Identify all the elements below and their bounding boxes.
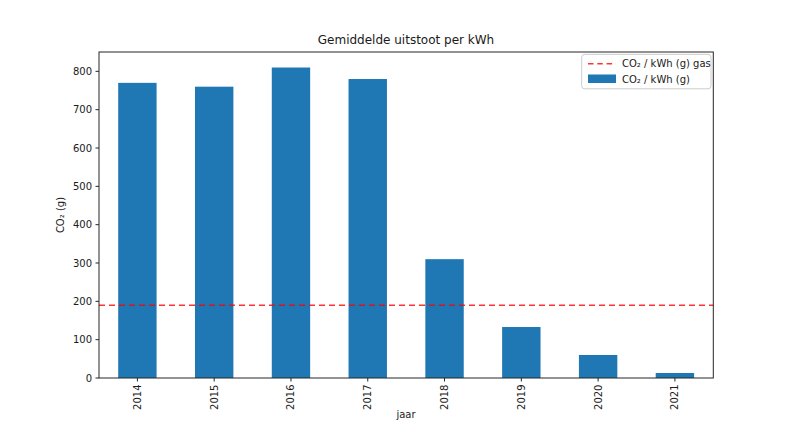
y-tick-label-700: 700 [73, 104, 92, 115]
y-tick-label-300: 300 [73, 258, 92, 269]
bar-2015 [195, 87, 233, 378]
figure: 0 100 200 300 400 500 600 700 800 2014 2015 2016 201… [0, 0, 792, 432]
x-tick-label-2014: 2014 [132, 385, 143, 410]
x-tick-label-2017: 2017 [362, 385, 373, 410]
x-tick-label-2016: 2016 [285, 385, 296, 410]
legend-label-gas: CO₂ / kWh (g) gas [622, 58, 711, 69]
legend-patch-sample [588, 75, 616, 84]
bar-2020 [579, 355, 617, 378]
y-tick-label-400: 400 [73, 219, 92, 230]
y-axis-label: CO₂ (g) [55, 197, 66, 233]
bar-2018 [425, 259, 463, 378]
legend: CO₂ / kWh (g) gas CO₂ / kWh (g) [582, 54, 711, 89]
chart-title: Gemiddelde uitstoot per kWh [318, 33, 494, 47]
legend-label-co2: CO₂ / kWh (g) [622, 74, 690, 85]
y-tick-label-500: 500 [73, 181, 92, 192]
x-tick-label-2020: 2020 [593, 385, 604, 410]
y-tick-label-800: 800 [73, 66, 92, 77]
bar-2016 [272, 68, 310, 378]
x-tick-label-2018: 2018 [439, 385, 450, 410]
x-tick-label-2015: 2015 [209, 385, 220, 410]
bar-2021 [656, 373, 694, 378]
bar-2017 [349, 79, 387, 378]
x-tick-label-2021: 2021 [669, 385, 680, 410]
bar-chart: 0 100 200 300 400 500 600 700 800 2014 2015 2016 201… [0, 0, 792, 432]
bar-2014 [118, 83, 156, 378]
bars-group [118, 68, 694, 378]
bar-2019 [502, 327, 540, 378]
y-tick-label-0: 0 [86, 373, 92, 384]
y-tick-label-600: 600 [73, 143, 92, 154]
y-tick-label-100: 100 [73, 334, 92, 345]
x-tick-label-2019: 2019 [516, 385, 527, 410]
plot-border [99, 52, 713, 378]
x-axis-label: jaar [395, 409, 416, 420]
y-tick-label-200: 200 [73, 296, 92, 307]
